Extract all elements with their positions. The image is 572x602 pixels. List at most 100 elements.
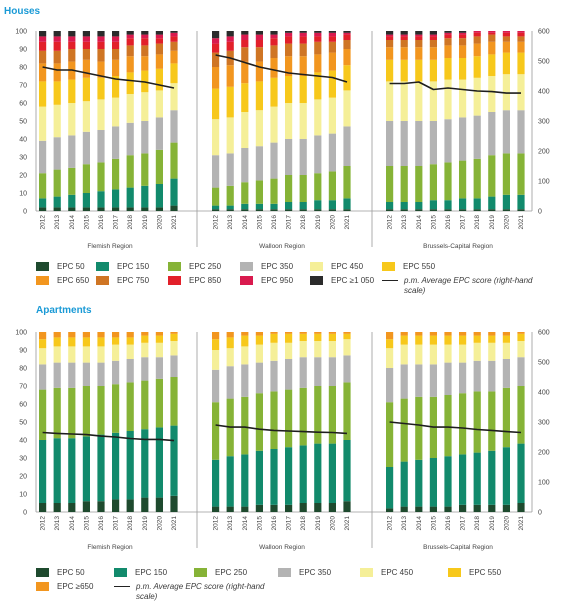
houses-bar-segment xyxy=(429,40,437,48)
houses-bar-segment xyxy=(517,153,525,195)
apartments-x-tick-label: 2016 xyxy=(271,516,278,531)
apartments-bar-segment xyxy=(400,344,408,365)
apartments-left-tick-label: 50 xyxy=(19,420,27,427)
houses-bar-segment xyxy=(444,79,452,120)
apartments-bar-segment xyxy=(343,355,351,383)
houses-bar-segment xyxy=(328,97,336,134)
houses-bar-segment xyxy=(255,81,263,111)
apartments-left-tick-label: 70 xyxy=(19,384,27,391)
apartments-bar-segment xyxy=(112,344,120,361)
legend-swatch xyxy=(36,262,49,271)
apartments-bar-segment xyxy=(112,332,120,338)
houses-bar-segment xyxy=(126,31,134,35)
apartments-bar-segment xyxy=(270,332,278,334)
apartments-bar-segment xyxy=(386,368,394,403)
houses-bar-segment xyxy=(97,130,105,163)
houses-bar-segment xyxy=(97,49,105,62)
legend-swatch xyxy=(36,582,49,591)
houses-bar-segment xyxy=(53,104,61,138)
houses-x-tick-label: 2014 xyxy=(416,215,423,230)
houses-bar-segment xyxy=(488,41,496,55)
houses-bar-segment xyxy=(112,158,120,190)
houses-bar-segment xyxy=(285,209,293,211)
apartments-bar-segment xyxy=(112,432,120,500)
houses-bar-segment xyxy=(299,76,307,103)
houses-bar-segment xyxy=(285,36,293,44)
apartments-bar-segment xyxy=(386,508,394,512)
apartments-bar-segment xyxy=(241,364,249,397)
houses-bar-segment xyxy=(400,121,408,166)
houses-region-labels: Flemish Region Walloon Region Brussels-C… xyxy=(87,243,493,250)
houses-bar-segment xyxy=(126,155,134,188)
houses-bar-segment xyxy=(314,41,322,55)
apartments-bar-segment xyxy=(155,335,163,343)
houses-bar-segment xyxy=(299,202,307,210)
houses-bar-segment xyxy=(429,200,437,210)
houses-panel: Houses 0 10 20 30 40 50 60 70 80 90 100 0 100 200 300 4… xyxy=(4,6,550,250)
apartments-bar-segment xyxy=(82,332,90,338)
apartments-bar-segment xyxy=(488,335,496,343)
houses-bar-segment xyxy=(473,198,481,210)
apartments-bar-segment xyxy=(400,506,408,512)
houses-bar-segment xyxy=(444,119,452,163)
houses-bar-segment xyxy=(112,126,120,159)
apartments-bar-segment xyxy=(241,454,249,507)
houses-bar-segment xyxy=(155,117,163,150)
apartments-bar-segment xyxy=(328,341,336,358)
houses-bar-segment xyxy=(270,58,278,78)
apartments-bar-segment xyxy=(488,504,496,512)
apartments-bar-segment xyxy=(285,359,293,390)
apartments-bar-segment xyxy=(473,360,481,392)
apartments-bar-segment xyxy=(386,467,394,509)
houses-x-tick-label: 2021 xyxy=(518,215,525,230)
houses-bar-segment xyxy=(502,32,510,37)
houses-bar-segment xyxy=(241,61,249,84)
houses-bar-segment xyxy=(155,31,163,35)
houses-x-tick-label: 2016 xyxy=(271,215,278,230)
houses-legend: EPC 50 EPC 150 EPC 250 EPC 350 EPC 450 E… xyxy=(36,262,562,296)
houses-bar-segment xyxy=(314,173,322,201)
houses-bar-segment xyxy=(53,137,61,170)
houses-bar-segment xyxy=(82,49,90,60)
apartments-bar-segment xyxy=(517,333,525,341)
houses-bar-segment xyxy=(285,32,293,37)
apartments-bar-segment xyxy=(82,346,90,363)
houses-bar-segment xyxy=(299,32,307,37)
houses-bar-segment xyxy=(415,81,423,121)
apartments-x-tick-label: 2012 xyxy=(213,516,220,531)
apartments-left-tick-label: 90 xyxy=(19,348,27,355)
houses-bar-segment xyxy=(68,207,76,211)
houses-bar-segment xyxy=(473,77,481,116)
apartments-x-tick-label: 2018 xyxy=(300,516,307,531)
houses-left-tick-label: 90 xyxy=(19,47,27,54)
houses-bar-segment xyxy=(112,189,120,208)
houses-bar-segment xyxy=(429,31,437,35)
houses-bar-segment xyxy=(517,194,525,210)
apartments-bar-segment xyxy=(155,357,163,379)
houses-bar-segment xyxy=(170,142,178,179)
apartments-bar-segment xyxy=(415,506,423,512)
apartments-bar-segment xyxy=(429,335,437,345)
apartments-bar-segment xyxy=(343,501,351,512)
apartments-bar-segment xyxy=(415,332,423,336)
apartments-bar-segment xyxy=(459,504,467,512)
houses-bar-segment xyxy=(314,32,322,37)
apartments-bar-segment xyxy=(53,362,61,388)
houses-bar-segment xyxy=(270,77,278,107)
apartments-bar-segment xyxy=(473,504,481,512)
legend-item: EPC 850 xyxy=(168,276,240,296)
houses-bar-segment xyxy=(126,207,134,211)
houses-bar-segment xyxy=(141,56,149,71)
apartments-bar-segment xyxy=(39,364,47,390)
apartments-bar-segment xyxy=(299,445,307,503)
apartments-bar-segment xyxy=(39,440,47,503)
houses-bar-segment xyxy=(97,191,105,208)
apartments-average-epc-line xyxy=(215,424,348,435)
apartments-bar-segment xyxy=(415,364,423,397)
apartments-bar-segment xyxy=(459,393,467,455)
legend-item: EPC 350 xyxy=(240,262,310,272)
houses-left-tick-label: 60 xyxy=(19,101,27,108)
houses-bar-segment xyxy=(299,56,307,76)
apartments-bar-segment xyxy=(241,396,249,455)
apartments-bar-segment xyxy=(517,332,525,334)
